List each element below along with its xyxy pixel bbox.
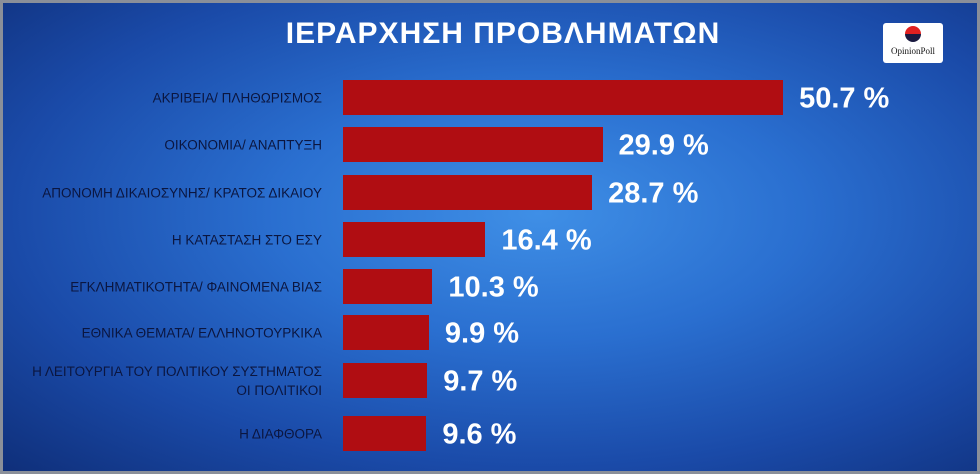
- category-label: Η ΚΑΤΑΣΤΑΣΗ ΣΤΟ ΕΣΥ: [171, 232, 322, 247]
- bar: [343, 127, 603, 162]
- value-label: 9.7 %: [443, 365, 518, 397]
- bar: [343, 175, 593, 210]
- value-label: 16.4 %: [501, 224, 592, 256]
- bar: [343, 269, 433, 304]
- bar: [343, 363, 428, 398]
- bar: [343, 80, 784, 115]
- value-label: 9.9 %: [444, 317, 520, 349]
- category-label: Η ΛΕΙΤΟΥΡΓΙΑ ΤΟΥ ΠΟΛΙΤΙΚΟΥ ΣΥΣΤΗΜΑΤΟΣ ΟΙ…: [32, 363, 322, 398]
- value-label: 28.7 %: [608, 177, 699, 209]
- value-label: 29.9 %: [618, 129, 709, 161]
- value-label: 10.3 %: [448, 271, 539, 303]
- bar: [343, 222, 486, 257]
- category-label: ΑΚΡΙΒΕΙΑ/ ΠΛΗΘΩΡΙΣΜΟΣ: [152, 90, 322, 105]
- category-label: Η ΔΙΑΦΘΟΡΑ: [239, 426, 322, 441]
- bar: [343, 416, 427, 451]
- category-label: ΟΙΚΟΝΟΜΙΑ/ ΑΝΑΠΤΥΞΗ: [164, 137, 322, 152]
- bar: [343, 315, 429, 350]
- value-label: 9.6 %: [442, 418, 517, 450]
- logo-icon: [905, 26, 921, 42]
- value-label: 50.7 %: [799, 82, 890, 114]
- category-label: ΕΘΝΙΚΑ ΘΕΜΑΤΑ/ ΕΛΛΗΝΟΤΟΥΡΚΙΚΑ: [81, 325, 322, 340]
- category-label: ΕΓΚΛΗΜΑΤΙΚΟΤΗΤΑ/ ΦΑΙΝΟΜΕΝΑ ΒΙΑΣ: [70, 279, 322, 294]
- category-label: ΑΠΟΝΟΜΗ ΔΙΚΑΙΟΣΥΝΗΣ/ ΚΡΑΤΟΣ ΔΙΚΑΙΟΥ: [42, 185, 322, 200]
- chart-title: ΙΕΡΑΡΧΗΣΗ ΠΡΟΒΛΗΜΑΤΩΝ: [285, 17, 721, 50]
- source: OpinionPoll: [890, 46, 935, 56]
- logo: OpinionPoll: [883, 23, 943, 63]
